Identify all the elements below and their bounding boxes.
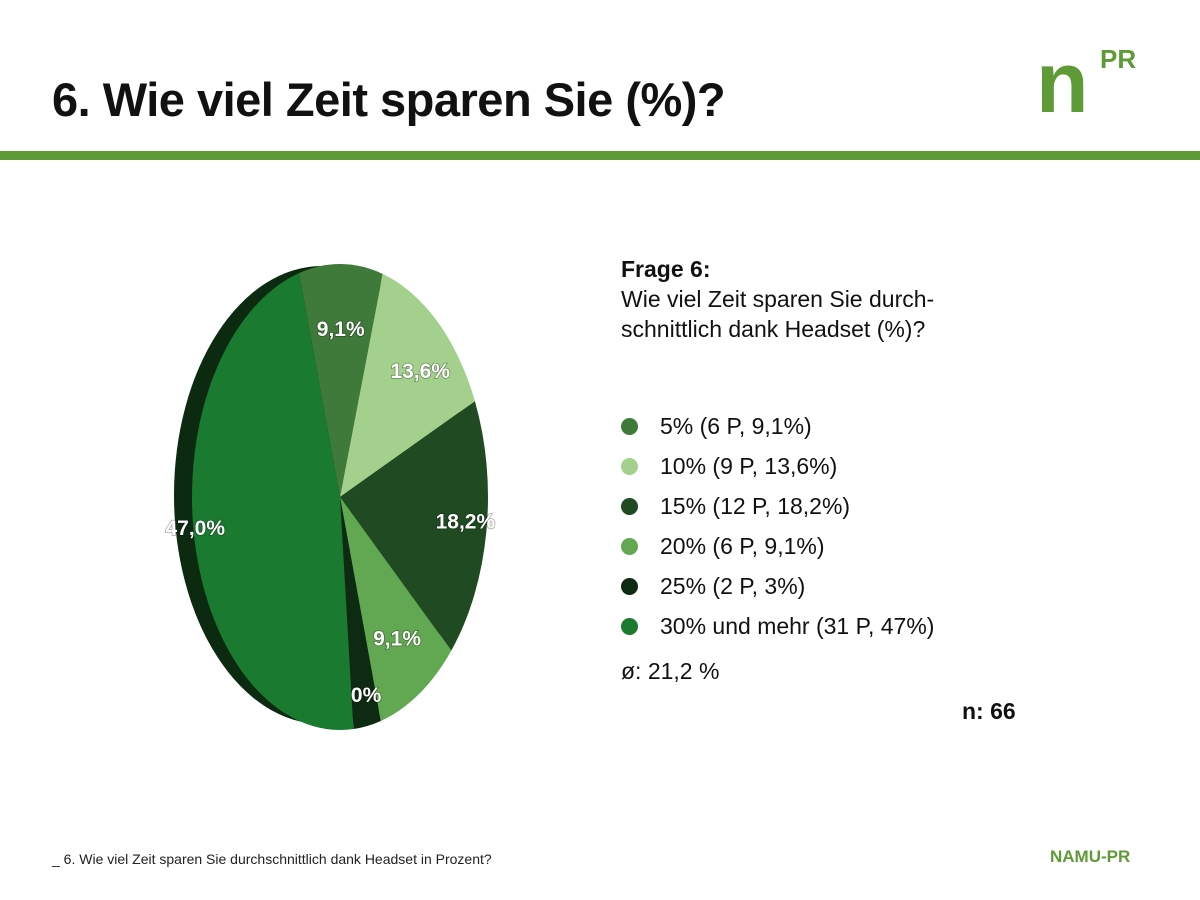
slice-label: 47,0% xyxy=(165,517,225,540)
footer-text: _ 6. Wie viel Zeit sparen Sie durchschni… xyxy=(52,851,492,867)
pie-slice xyxy=(340,401,488,651)
page-title: 6. Wie viel Zeit sparen Sie (%)? xyxy=(52,73,726,126)
legend-swatch xyxy=(621,617,638,635)
legend-swatch xyxy=(621,417,638,435)
average-value: ø: 21,2 % xyxy=(621,658,720,684)
question-text: Wie viel Zeit sparen Sie durch-schnittli… xyxy=(621,284,1021,344)
legend-item: 30% und mehr (31 P, 47%) xyxy=(621,606,934,646)
legend: 5% (6 P, 9,1%) 10% (9 P, 13,6%) 15% (12 P,… xyxy=(621,406,934,646)
question-block: Frage 6: Wie viel Zeit sparen Sie durch-… xyxy=(621,254,1021,344)
pie-slice xyxy=(340,497,452,721)
legend-label: 15% (12 P, 18,2%) xyxy=(660,492,851,519)
legend-item: 25% (2 P, 3%) xyxy=(621,566,934,606)
slice-label: 9,1% xyxy=(317,318,365,341)
legend-label: 5% (6 P, 9,1%) xyxy=(660,412,812,439)
pie-slice xyxy=(299,264,383,497)
legend-swatch xyxy=(621,537,638,555)
legend-swatch xyxy=(621,577,638,595)
legend-label: 20% (6 P, 9,1%) xyxy=(660,532,825,559)
pie-slice xyxy=(340,273,475,497)
pie-slice xyxy=(340,497,381,730)
legend-label: 25% (2 P, 3%) xyxy=(660,572,806,599)
legend-item: 15% (12 P, 18,2%) xyxy=(621,486,934,526)
legend-item: 20% (6 P, 9,1%) xyxy=(621,526,934,566)
legend-label: 10% (9 P, 13,6%) xyxy=(660,452,838,479)
logo: n xyxy=(1036,35,1089,131)
sample-size: n: 66 xyxy=(962,698,1016,724)
slice-label: 9,1% xyxy=(373,628,421,651)
pie-chart: 9,1%13,6%18,2%9,1%3,0%47,0% xyxy=(165,264,496,730)
question-text-line: Wie viel Zeit sparen Sie durch-schnittli… xyxy=(621,286,935,342)
question-heading: Frage 6: xyxy=(621,256,711,282)
legend-swatch xyxy=(621,497,638,515)
legend-item: 10% (9 P, 13,6%) xyxy=(621,446,934,486)
title-divider xyxy=(0,151,1200,160)
logo-superscript: PR xyxy=(1100,44,1137,74)
slice-label: 13,6% xyxy=(390,360,450,383)
legend-item: 5% (6 P, 9,1%) xyxy=(621,406,934,446)
slice-label: 18,2% xyxy=(436,511,496,534)
legend-label: 30% und mehr (31 P, 47%) xyxy=(660,612,935,639)
brand-name: NAMU-PR xyxy=(1050,847,1131,866)
legend-swatch xyxy=(621,457,638,475)
pie-slice xyxy=(192,273,354,730)
